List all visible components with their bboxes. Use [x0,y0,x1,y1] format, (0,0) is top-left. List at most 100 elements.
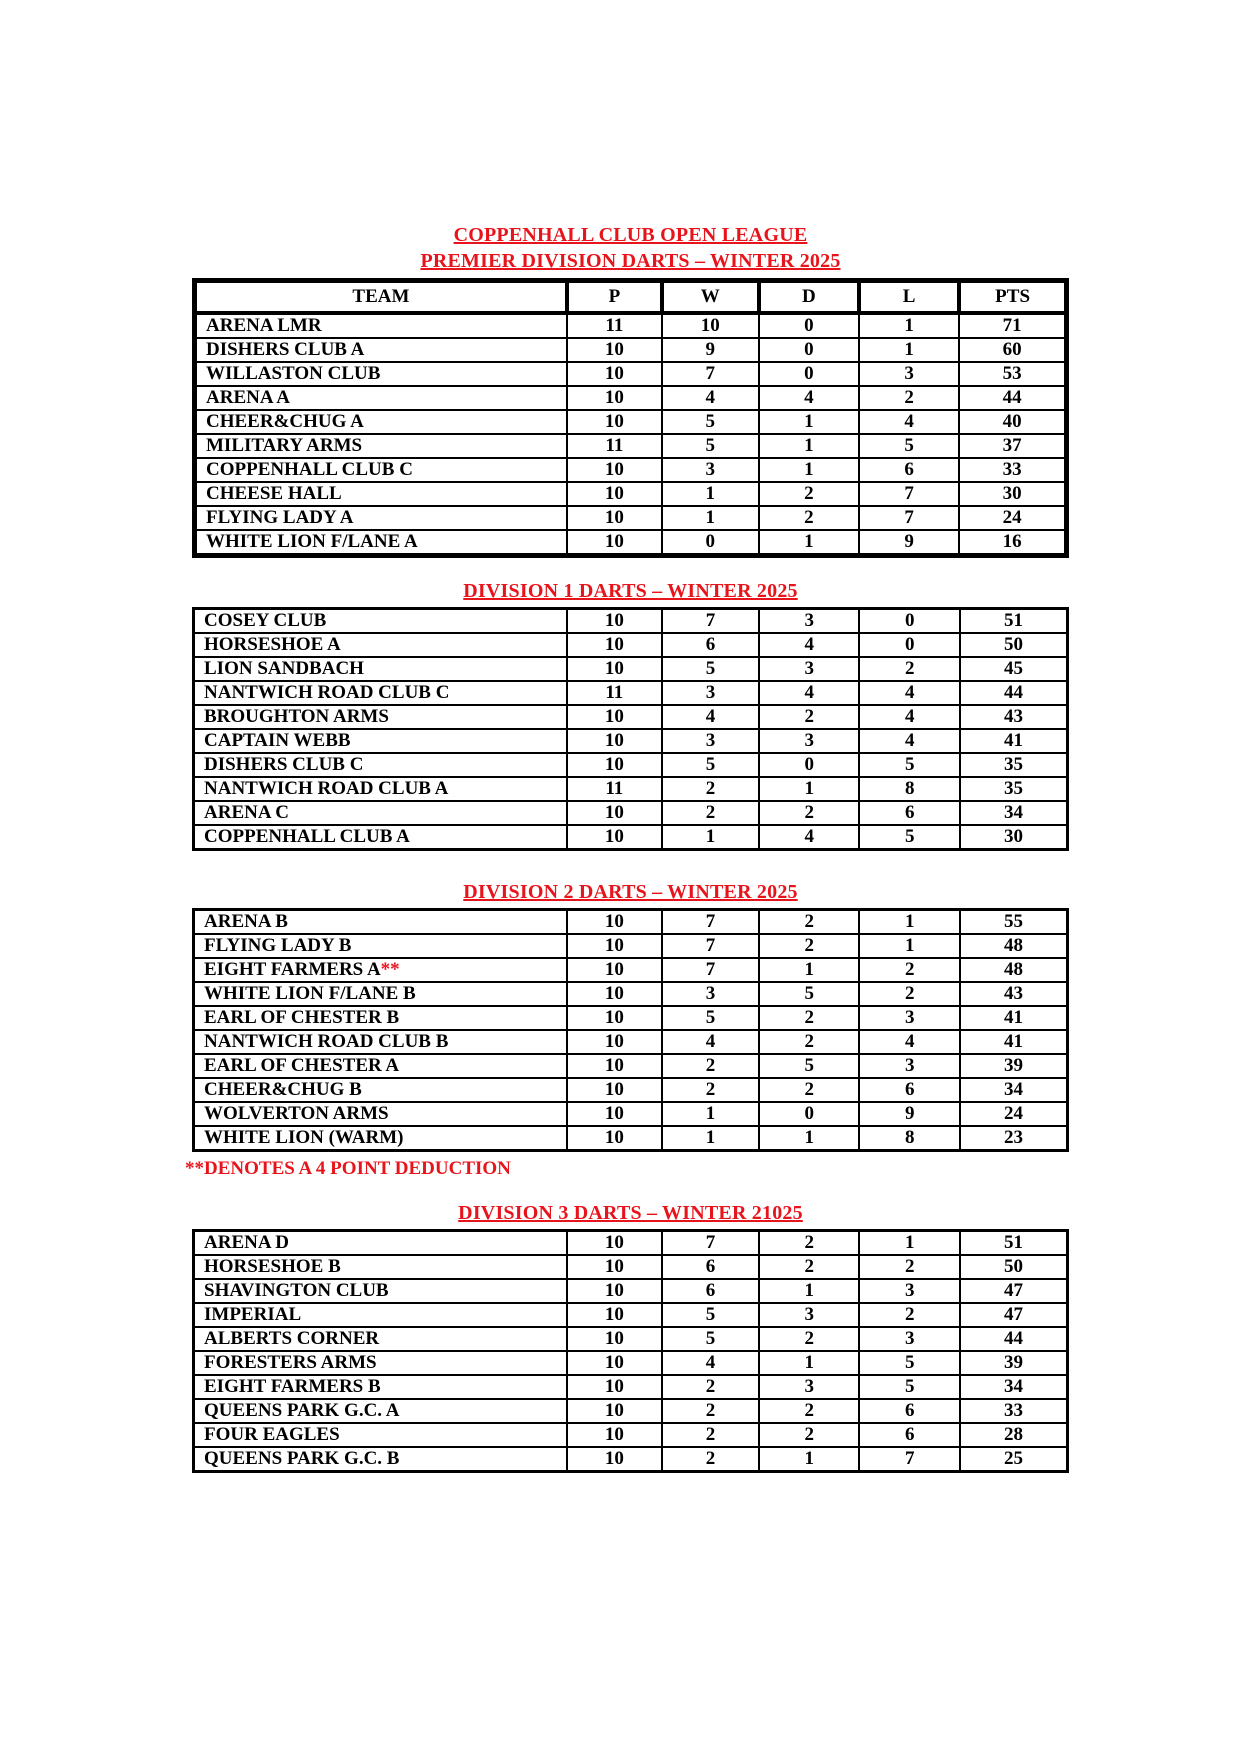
table-row: ARENA LMR 11 10 0 1 71 [193,312,1068,339]
drawn-cell: 1 [757,433,860,459]
drawn-cell: 4 [757,680,861,706]
points-cell: 30 [958,481,1068,507]
points-cell: 43 [958,704,1069,730]
team-name-cell: NANTWICH ROAD CLUB B [192,1029,568,1055]
drawn-cell: 2 [757,481,860,507]
team-name-cell: SHAVINGTON CLUB [192,1278,568,1304]
played-cell: 10 [565,1077,663,1103]
team-name: ALBERTS CORNER [204,1328,380,1349]
played-cell: 10 [565,1326,663,1352]
table-row: QUEENS PARK G.C. B 10 2 1 7 25 [192,1446,1069,1473]
points-cell: 30 [958,824,1069,851]
played-cell: 11 [565,680,663,706]
team-name-cell: FLYING LADY A [193,505,568,531]
drawn-cell: 2 [757,1254,861,1280]
table-row: EIGHT FARMERS A** 10 7 1 2 48 [192,957,1069,983]
team-name-cell: QUEENS PARK G.C. A [192,1398,568,1424]
team-name: CAPTAIN WEBB [204,730,351,751]
team-name-cell: DISHERS CLUB A [193,337,568,363]
table-row: HORSESHOE A 10 6 4 0 50 [192,632,1069,658]
team-name: DISHERS CLUB C [204,754,364,775]
team-name: CHEER&CHUG B [204,1079,362,1100]
drawn-cell: 4 [757,824,861,851]
document-content: COPPENHALL CLUB OPEN LEAGUE PREMIER DIVI… [185,0,1069,1473]
won-cell: 2 [660,1374,760,1400]
points-cell: 24 [958,1101,1069,1127]
played-cell: 11 [565,776,663,802]
drawn-cell: 3 [757,607,861,634]
team-name: FORESTERS ARMS [204,1352,377,1373]
table-row: NANTWICH ROAD CLUB A 11 2 1 8 35 [192,776,1069,802]
lost-cell: 4 [857,409,961,435]
won-cell: 0 [660,529,760,557]
team-name-cell: WILLASTON CLUB [193,361,568,387]
played-cell: 10 [565,529,663,557]
team-name: BROUGHTON ARMS [204,706,389,727]
points-cell: 71 [958,312,1068,339]
table-row: CHEER&CHUG B 10 2 2 6 34 [192,1077,1069,1103]
played-cell: 10 [565,800,663,826]
table-row: EIGHT FARMERS B 10 2 3 5 34 [192,1374,1069,1400]
played-cell: 10 [565,1005,663,1031]
played-cell: 10 [565,1101,663,1127]
points-cell: 35 [958,776,1069,802]
lost-cell: 2 [858,981,961,1007]
lost-cell: 5 [858,1374,961,1400]
column-header-points: PTS [957,278,1069,315]
won-cell: 5 [660,409,760,435]
team-name-cell: WHITE LION F/LANE A [193,529,568,557]
team-name-cell: QUEENS PARK G.C. B [192,1446,568,1473]
played-cell: 10 [565,1446,663,1473]
points-cell: 40 [958,409,1068,435]
table-row: CAPTAIN WEBB 10 3 3 4 41 [192,728,1069,754]
table-row: DISHERS CLUB C 10 5 0 5 35 [192,752,1069,778]
drawn-cell: 3 [757,1302,861,1328]
lost-cell: 9 [857,529,961,557]
table-row: QUEENS PARK G.C. A 10 2 2 6 33 [192,1398,1069,1424]
lost-cell: 1 [858,1229,961,1256]
lost-cell: 6 [858,1077,961,1103]
lost-cell: 7 [857,481,961,507]
played-cell: 11 [565,312,663,339]
table-row: WILLASTON CLUB 10 7 0 3 53 [193,361,1068,387]
column-header-team: TEAM [192,278,569,315]
lost-cell: 6 [858,800,961,826]
won-cell: 2 [660,1053,760,1079]
team-name-cell: ARENA A [193,385,568,411]
played-cell: 10 [565,361,663,387]
points-cell: 44 [958,1326,1069,1352]
won-cell: 7 [660,957,760,983]
won-cell: 5 [660,1326,760,1352]
lost-cell: 4 [858,728,961,754]
played-cell: 10 [565,607,663,634]
drawn-cell: 2 [757,1005,861,1031]
drawn-cell: 2 [757,704,861,730]
lost-cell: 7 [858,1446,961,1473]
lost-cell: 5 [858,752,961,778]
points-cell: 53 [958,361,1068,387]
team-name-cell: EIGHT FARMERS B [192,1374,568,1400]
deduction-footnote: **DENOTES A 4 POINT DEDUCTION [185,1158,511,1179]
team-name: WHITE LION F/LANE A [206,531,418,552]
table-row: IMPERIAL 10 5 3 2 47 [192,1302,1069,1328]
team-name-cell: EARL OF CHESTER A [192,1053,568,1079]
played-cell: 10 [565,728,663,754]
drawn-cell: 2 [757,1029,861,1055]
played-cell: 10 [565,505,663,531]
team-name: COSEY CLUB [204,610,327,631]
division-heading-1: DIVISION 1 DARTS – WINTER 2025 [463,580,798,602]
points-cell: 41 [958,1029,1069,1055]
won-cell: 3 [660,981,760,1007]
drawn-cell: 1 [757,457,860,483]
table-row: COPPENHALL CLUB C 10 3 1 6 33 [193,457,1068,483]
lost-cell: 2 [858,656,961,682]
table-row: ARENA A 10 4 4 2 44 [193,385,1068,411]
points-cell: 33 [958,1398,1069,1424]
lost-cell: 4 [858,1029,961,1055]
team-name-cell: NANTWICH ROAD CLUB A [192,776,568,802]
played-cell: 10 [565,457,663,483]
league-title: COPPENHALL CLUB OPEN LEAGUE [453,224,808,246]
deduction-marker: ** [380,959,400,980]
team-name: QUEENS PARK G.C. B [204,1448,400,1469]
table-row: MILITARY ARMS 11 5 1 5 37 [193,433,1068,459]
